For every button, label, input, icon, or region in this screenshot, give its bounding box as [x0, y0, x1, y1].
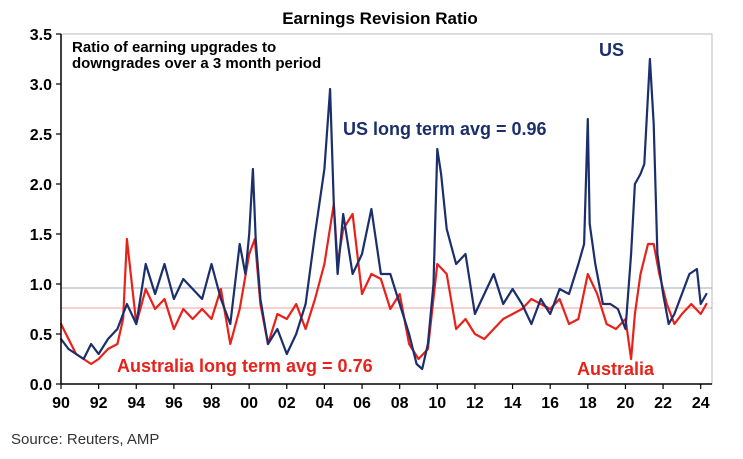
x-tick-label: 24	[692, 395, 710, 412]
x-tick-label: 22	[654, 395, 672, 412]
y-tick-label: 1.0	[30, 277, 52, 294]
x-tick-label: 18	[579, 395, 597, 412]
reference-lines	[61, 287, 712, 309]
x-tick-label: 92	[90, 395, 108, 412]
y-tick-label: 3.5	[30, 27, 52, 44]
note-line-2: downgrades over a 3 month period	[72, 55, 321, 72]
y-tick-label: 0.0	[30, 377, 52, 394]
x-tick-label: 10	[428, 395, 446, 412]
australia-series-label: Australia	[577, 359, 655, 379]
x-tick-label: 20	[617, 395, 635, 412]
x-tick-label: 06	[353, 395, 371, 412]
source-note: Source: Reuters, AMP	[11, 431, 159, 448]
x-tick-label: 96	[165, 395, 183, 412]
y-tick-label: 1.5	[30, 227, 52, 244]
y-axis-ticks: 0.0 0.5 1.0 1.5 2.0 2.5 3.0 3.5	[30, 27, 61, 394]
x-tick-label: 04	[316, 395, 334, 412]
x-tick-label: 12	[466, 395, 484, 412]
x-tick-label: 16	[541, 395, 559, 412]
x-axis-ticks: 90 92 94 96 98 00 02 04 06 08 10 12 14 16 18 20 22 24	[52, 384, 710, 412]
series-line-us	[59, 57, 708, 371]
x-tick-label: 90	[52, 395, 70, 412]
chart-title: Earnings Revision Ratio	[282, 9, 478, 28]
australia-average-label: Australia long term avg = 0.76	[117, 356, 373, 376]
note-line-1: Ratio of earning upgrades to	[72, 39, 276, 56]
x-tick-label: 14	[504, 395, 522, 412]
y-tick-label: 0.5	[30, 327, 52, 344]
x-tick-label: 00	[240, 395, 258, 412]
y-tick-label: 3.0	[30, 77, 52, 94]
y-tick-label: 2.5	[30, 127, 52, 144]
x-tick-label: 08	[391, 395, 409, 412]
us-average-label: US long term avg = 0.96	[343, 119, 547, 139]
x-tick-label: 94	[127, 395, 145, 412]
series-group	[59, 57, 708, 371]
series-line-australia	[59, 202, 708, 366]
y-tick-label: 2.0	[30, 177, 52, 194]
x-tick-label: 02	[278, 395, 296, 412]
us-series-label: US	[599, 40, 624, 60]
plot-frame	[60, 33, 713, 385]
x-tick-label: 98	[203, 395, 221, 412]
